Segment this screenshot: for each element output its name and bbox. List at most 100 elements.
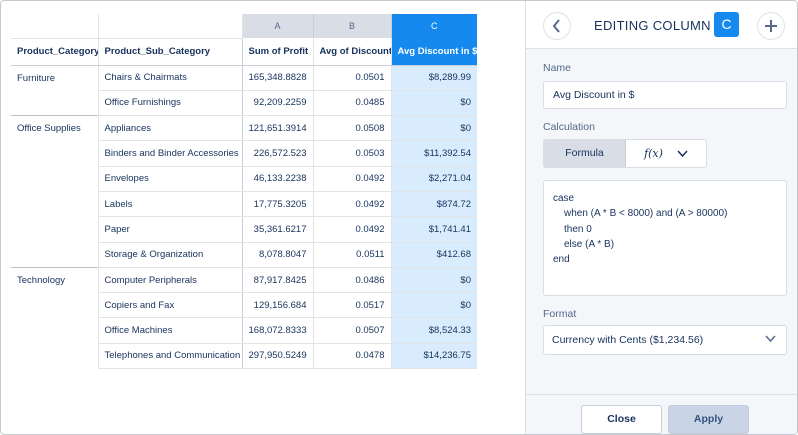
sub-category-cell[interactable]: Computer Peripherals [98,266,242,294]
sum-of-profit-cell[interactable]: 165,348.8828 [241,65,314,91]
sum-of-profit-cell[interactable]: 8,078.8047 [241,242,314,268]
calculation-toggle: Formula f(x) [543,139,707,168]
table-row: Office Machines 168,072.8333 0.0507 $8,524.… [11,317,477,344]
close-button[interactable]: Close [581,405,662,434]
avg-discount-in-dollars-cell[interactable]: $2,271.04 [391,166,477,192]
table-row: Telephones and Communication 297,950.5249… [11,343,477,370]
avg-of-discount-cell[interactable]: 0.0478 [313,343,392,370]
sum-of-profit-cell[interactable]: 226,572.523 [241,140,314,167]
chevron-down-icon [677,150,688,157]
sum-of-profit-cell[interactable]: 92,209.2259 [241,90,314,117]
avg-discount-in-dollars-cell[interactable]: $0 [391,90,477,117]
format-label: Format [543,308,577,320]
avg-discount-in-dollars-cell[interactable]: $14,236.75 [391,343,477,370]
header-sum-of-profit[interactable]: Sum of Profit [241,38,314,66]
sum-of-profit-cell[interactable]: 87,917.8425 [241,266,314,294]
formula-line: end [553,254,570,266]
sub-category-cell[interactable]: Copiers and Fax [98,292,242,319]
category-cell[interactable]: Office Supplies [11,115,99,268]
column-letter-row: A B C [11,14,477,39]
panel-header: EDITING COLUMN C [526,1,797,49]
format-select[interactable]: Currency with Cents ($1,234.56) [543,325,787,355]
avg-of-discount-cell[interactable]: 0.0508 [313,115,392,142]
avg-discount-in-dollars-cell[interactable]: $874.72 [391,191,477,218]
avg-of-discount-cell[interactable]: 0.0501 [313,65,392,91]
avg-discount-in-dollars-cell[interactable]: $11,392.54 [391,140,477,167]
editing-column-panel: EDITING COLUMN C Name Avg Discount in $ … [525,1,797,434]
table-row: Technology Computer Peripherals 87,917.842… [11,266,477,369]
column-letter-c[interactable]: C [391,14,477,38]
sub-category-cell[interactable]: Envelopes [98,166,242,192]
category-cell[interactable]: Technology [11,266,99,369]
table-row: Copiers and Fax 129,156.684 0.0517 $0 [11,292,477,319]
panel-footer: Close Apply [526,394,797,434]
formula-line: then 0 [564,223,592,235]
sub-category-cell[interactable]: Office Machines [98,317,242,344]
header-avg-of-discount[interactable]: Avg of Discount [313,38,392,66]
add-column-button[interactable] [757,12,785,40]
avg-of-discount-cell[interactable]: 0.0485 [313,90,392,117]
sum-of-profit-cell[interactable]: 168,072.8333 [241,317,314,344]
avg-discount-in-dollars-cell[interactable]: $0 [391,266,477,294]
avg-of-discount-cell[interactable]: 0.0492 [313,216,392,243]
back-button[interactable] [543,12,571,40]
calculation-label: Calculation [543,121,595,133]
name-input[interactable]: Avg Discount in $ [543,81,787,109]
avg-of-discount-cell[interactable]: 0.0486 [313,266,392,294]
letter-blank-cell [11,14,99,39]
formula-tab[interactable]: Formula [544,140,626,167]
sub-category-cell[interactable]: Labels [98,191,242,218]
avg-discount-in-dollars-cell[interactable]: $1,741.41 [391,216,477,243]
avg-discount-in-dollars-cell[interactable]: $0 [391,292,477,319]
name-label: Name [543,62,572,74]
sub-category-cell[interactable]: Telephones and Communication [98,343,242,370]
avg-of-discount-cell[interactable]: 0.0507 [313,317,392,344]
sub-category-cell[interactable]: Binders and Binder Accessories [98,140,242,167]
sub-category-cell[interactable]: Storage & Organization [98,242,242,268]
sub-category-cell[interactable]: Office Furnishings [98,90,242,117]
sub-category-cell[interactable]: Paper [98,216,242,243]
sub-category-cell[interactable]: Appliances [98,115,242,142]
formula-line: case [553,193,575,204]
avg-discount-in-dollars-cell[interactable]: $0 [391,115,477,142]
sum-of-profit-cell[interactable]: 35,361.6217 [241,216,314,243]
panel-title: EDITING COLUMN [594,18,711,33]
header-avg-discount-in-dollars[interactable]: Avg Discount in $ [391,38,477,66]
header-product-category[interactable]: Product_Category [11,38,99,66]
avg-of-discount-cell[interactable]: 0.0492 [313,166,392,192]
table-row: Office Supplies Appliances 121,651.3914 0.0… [11,115,477,268]
formula-editor[interactable]: case when (A * B < 8000) and (A > 80000) t… [543,180,787,296]
apply-button[interactable]: Apply [668,405,749,434]
table-row: Binders and Binder Accessories 226,572.52… [11,140,477,167]
sum-of-profit-cell[interactable]: 129,156.684 [241,292,314,319]
table-row: Office Furnishings 92,209.2259 0.0485 $0 [11,90,477,117]
sum-of-profit-cell[interactable]: 297,950.5249 [241,343,314,370]
column-badge: C [714,12,739,37]
avg-discount-in-dollars-cell[interactable]: $8,289.99 [391,65,477,91]
column-letter-a[interactable]: A [241,14,314,38]
avg-discount-in-dollars-cell[interactable]: $8,524.33 [391,317,477,344]
avg-of-discount-cell[interactable]: 0.0492 [313,191,392,218]
table-row: Paper 35,361.6217 0.0492 $1,741.41 [11,216,477,243]
column-letter-b[interactable]: B [313,14,392,38]
table-row: Storage & Organization 8,078.8047 0.0511 $4… [11,242,477,268]
function-button[interactable]: f(x) [626,140,706,167]
avg-discount-in-dollars-cell[interactable]: $412.68 [391,242,477,268]
header-product-sub-category[interactable]: Product_Sub_Category [98,38,242,66]
chevron-left-icon [552,19,560,33]
formula-line: else (A * B) [564,238,615,250]
avg-of-discount-cell[interactable]: 0.0517 [313,292,392,319]
sub-category-cell[interactable]: Chairs & Chairmats [98,65,242,91]
sum-of-profit-cell[interactable]: 46,133.2238 [241,166,314,192]
format-value: Currency with Cents ($1,234.56) [552,334,704,346]
category-cell[interactable]: Furniture [11,65,99,116]
table-row: Labels 17,775.3205 0.0492 $874.72 [11,191,477,218]
sum-of-profit-cell[interactable]: 121,651.3914 [241,115,314,142]
formula-line: when (A * B < 8000) and (A > 80000) [564,208,728,220]
avg-of-discount-cell[interactable]: 0.0503 [313,140,392,167]
table-row: Furniture Chairs & Chairmats 165,348.8828 0… [11,65,477,116]
function-icon: f(x) [644,147,663,160]
sum-of-profit-cell[interactable]: 17,775.3205 [241,191,314,218]
avg-of-discount-cell[interactable]: 0.0511 [313,242,392,268]
